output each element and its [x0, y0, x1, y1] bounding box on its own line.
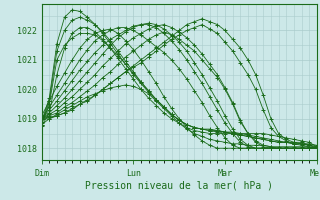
X-axis label: Pression niveau de la mer( hPa ): Pression niveau de la mer( hPa ): [85, 181, 273, 191]
